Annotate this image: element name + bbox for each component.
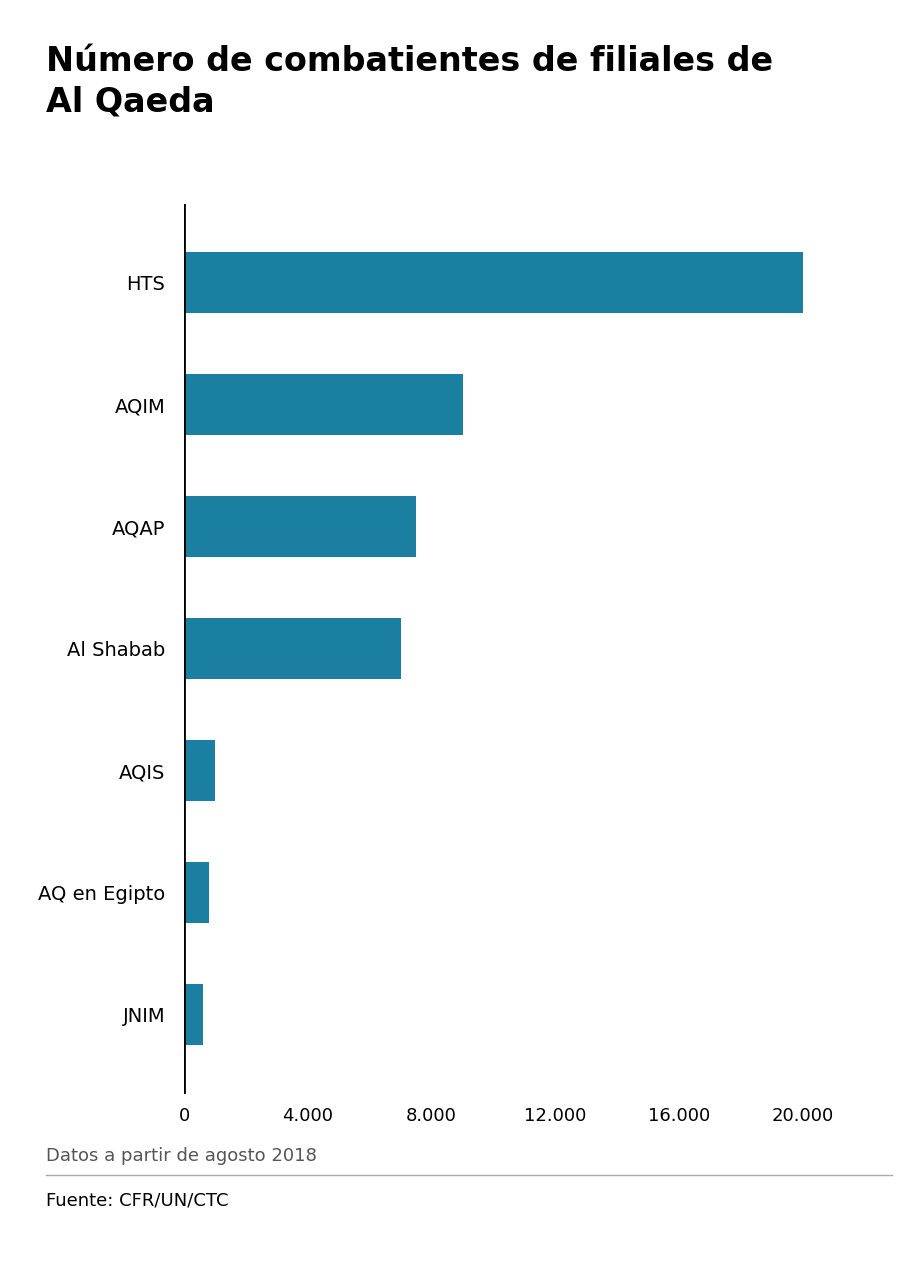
Text: BBC: BBC (811, 1193, 848, 1211)
Bar (184, 740, 215, 801)
Text: Número de combatientes de filiales de
Al Qaeda: Número de combatientes de filiales de Al… (46, 45, 772, 118)
Bar (184, 374, 462, 435)
Text: Fuente: CFR/UN/CTC: Fuente: CFR/UN/CTC (46, 1192, 228, 1210)
Bar (184, 252, 802, 313)
Bar (184, 496, 415, 557)
Bar (184, 985, 202, 1046)
Bar (184, 618, 400, 679)
Bar (184, 862, 209, 923)
Text: Datos a partir de agosto 2018: Datos a partir de agosto 2018 (46, 1147, 316, 1165)
